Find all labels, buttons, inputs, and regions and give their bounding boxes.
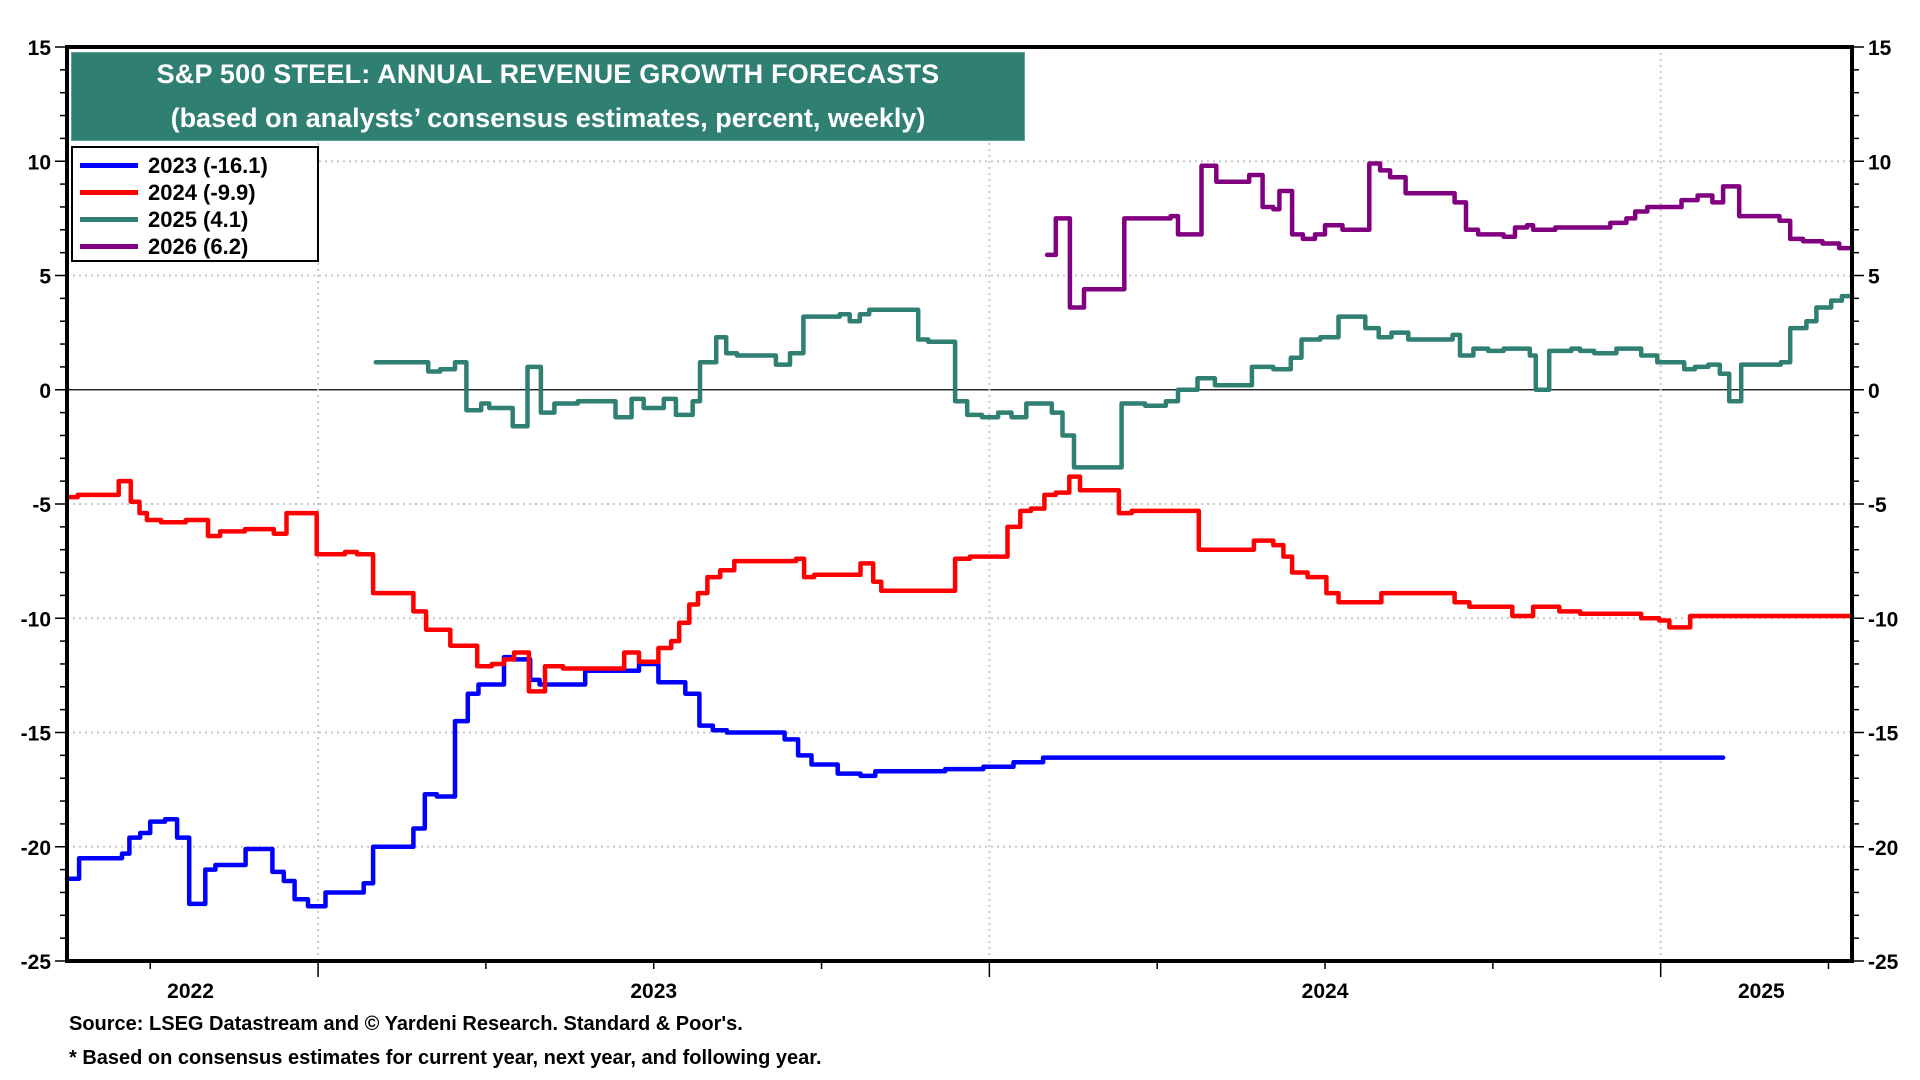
gridlines — [67, 47, 1852, 961]
y-tick-label-left: -25 — [21, 951, 52, 974]
legend-swatch-2026 — [80, 244, 138, 249]
legend-item-2024: 2024 (-9.9) — [73, 179, 317, 206]
y-tick-label-left: 15 — [28, 37, 52, 60]
y-tick-label-right: 0 — [1868, 380, 1880, 403]
legend-label-2023: 2023 (-16.1) — [148, 152, 268, 178]
y-tick-label-left: -15 — [21, 723, 52, 746]
legend-item-2023: 2023 (-16.1) — [73, 152, 317, 179]
y-tick-label-right: -5 — [1868, 494, 1887, 517]
legend-label-2026: 2026 (6.2) — [148, 233, 249, 259]
legend-item-2025: 2025 (4.1) — [73, 206, 317, 233]
y-tick-label-left: -20 — [21, 837, 51, 860]
y-tick-label-left: 0 — [39, 380, 51, 403]
x-tick-label: 2022 — [167, 980, 214, 1003]
series-line-2026 — [1044, 161, 1855, 310]
y-tick-label-right: -15 — [1868, 723, 1899, 746]
series-line-2024 — [64, 474, 1855, 694]
y-axis-right: 15 10 5 0 -5 -10 -15 -20 -25 — [1852, 37, 1899, 974]
y-tick-label-right: 5 — [1868, 266, 1880, 289]
y-tick-label-left: -10 — [21, 608, 51, 631]
series-line-2025 — [373, 293, 1855, 470]
y-tick-label-right: -10 — [1868, 608, 1898, 631]
chart-title-box: S&P 500 STEEL: ANNUAL REVENUE GROWTH FOR… — [71, 52, 1025, 141]
y-tick-label-right: -25 — [1868, 951, 1899, 974]
footnote: * Based on consensus estimates for curre… — [69, 1047, 822, 1069]
source-note: Source: LSEG Datastream and © Yardeni Re… — [69, 1013, 743, 1035]
legend-item-2026: 2026 (6.2) — [73, 233, 317, 260]
plot-frame — [65, 45, 1854, 963]
y-tick-label-left: 5 — [39, 266, 51, 289]
chart-title: S&P 500 STEEL: ANNUAL REVENUE GROWTH FOR… — [156, 59, 940, 89]
legend-label-2024: 2024 (-9.9) — [148, 179, 256, 205]
legend-swatch-2023 — [80, 163, 138, 168]
legend: 2023 (-16.1) 2024 (-9.9) 2025 (4.1) 2026… — [71, 146, 319, 262]
legend-label-2025: 2025 (4.1) — [148, 206, 249, 232]
x-axis: 2022 2023 2024 2025 — [149, 961, 1830, 1003]
y-tick-label-left: -5 — [32, 494, 51, 517]
y-axis-left: 15 10 5 0 -5 -10 -15 -20 -25 — [21, 37, 67, 974]
legend-swatch-2024 — [80, 190, 138, 195]
x-tick-label: 2024 — [1302, 980, 1349, 1003]
x-tick-label: 2025 — [1738, 980, 1785, 1003]
legend-swatch-2025 — [80, 217, 138, 222]
y-tick-label-right: 15 — [1868, 37, 1892, 60]
series-line-2023 — [64, 654, 1726, 909]
y-tick-label-left: 10 — [28, 151, 51, 174]
series-lines — [64, 161, 1855, 909]
y-tick-label-right: -20 — [1868, 837, 1898, 860]
axes — [65, 45, 1854, 963]
chart-subtitle: (based on analysts’ consensus estimates,… — [170, 103, 926, 133]
y-tick-label-right: 10 — [1868, 151, 1891, 174]
x-tick-label: 2023 — [630, 980, 677, 1003]
